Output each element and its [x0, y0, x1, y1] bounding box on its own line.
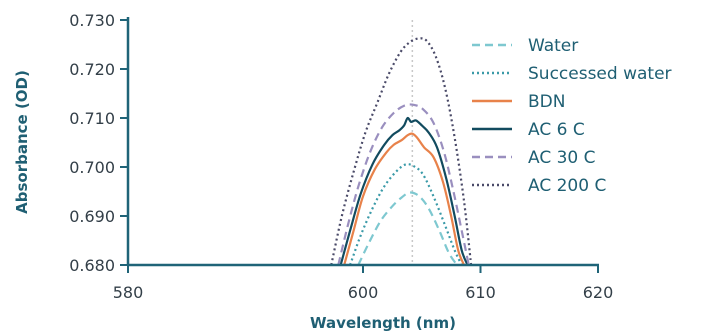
y-tick-label: 0.700: [69, 158, 115, 177]
series-line-4: [337, 103, 470, 266]
x-tick-label: 610: [465, 283, 496, 302]
series-layer: [330, 37, 473, 266]
y-axis-title: Absorbance (OD): [13, 70, 31, 214]
x-tick-label: 600: [348, 283, 379, 302]
x-axis-title: Wavelength (nm): [310, 314, 456, 332]
legend-label-2: BDN: [528, 92, 565, 112]
legend-label-5: AC 200 C: [528, 176, 606, 196]
series-line-1: [349, 163, 463, 266]
y-tick-label: 0.720: [69, 60, 115, 79]
y-tick-label: 0.710: [69, 109, 115, 128]
series-line-0: [357, 191, 458, 266]
y-tick-label: 0.680: [69, 256, 115, 275]
legend-label-1: Successed water: [528, 64, 672, 84]
legend-label-0: Water: [528, 36, 578, 56]
legend-label-4: AC 30 C: [528, 148, 596, 168]
y-tick-label: 0.690: [69, 207, 115, 226]
series-line-5: [330, 37, 473, 266]
x-tick-label: 580: [113, 283, 144, 302]
x-tick-label: 620: [583, 283, 614, 302]
series-line-2: [343, 132, 466, 266]
legend-label-3: AC 6 C: [528, 120, 585, 140]
series-line-3: [339, 116, 469, 266]
axes-layer: 0.730 0.720 0.710 0.700 0.690 0.680 580 600 610 6…: [69, 11, 613, 302]
y-tick-label: 0.730: [69, 11, 115, 30]
legend: Water Successed water BDN AC 6 C AC 30 C AC 2…: [472, 36, 672, 196]
